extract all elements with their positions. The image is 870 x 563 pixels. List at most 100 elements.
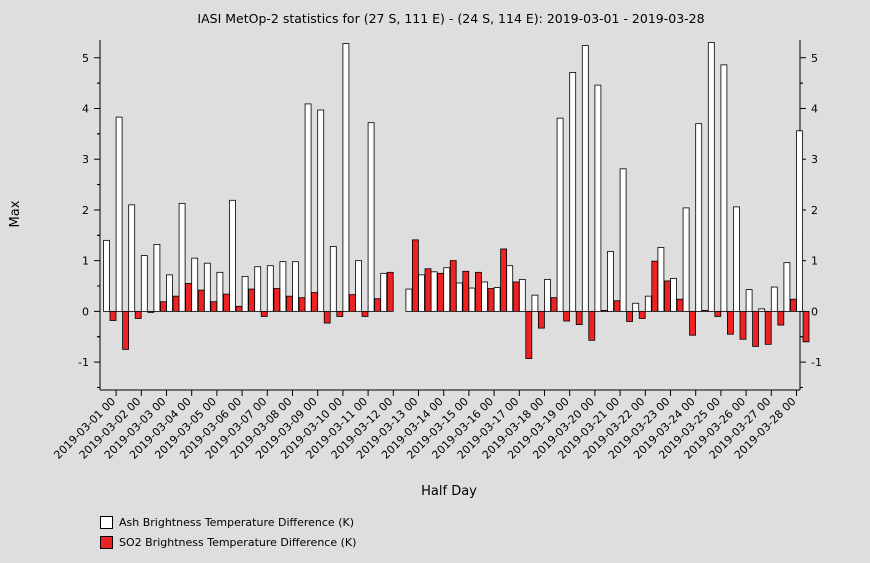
so2-bar [197, 289, 205, 312]
so2-bar [764, 310, 772, 345]
ash-bar [178, 202, 186, 312]
so2-bar [411, 239, 419, 312]
so2-bar [285, 295, 293, 312]
ash-bar [443, 267, 451, 312]
ash-bar [279, 261, 287, 312]
so2-bar [601, 309, 608, 312]
y-tick-label-left: 4 [82, 102, 89, 115]
so2-bar [487, 288, 495, 312]
so2-bar [538, 310, 545, 329]
so2-bar [437, 272, 445, 312]
ash-bar [758, 308, 766, 312]
so2-bar [777, 310, 785, 326]
y-tick-label-left: 3 [82, 153, 89, 166]
ash-bar [707, 42, 715, 312]
chart-title: IASI MetOp-2 statistics for (27 S, 111 E… [197, 11, 704, 26]
so2-bar [235, 305, 243, 312]
y-axis-label: Max [8, 200, 23, 227]
ash-bar [518, 279, 526, 312]
so2-bar [689, 310, 696, 336]
so2-bar [386, 271, 394, 312]
so2-bar [210, 301, 218, 312]
x-axis-label: Half Day [421, 484, 477, 499]
ash-bar [745, 289, 753, 312]
so2-bar [260, 310, 268, 317]
ash-bar [632, 302, 640, 312]
ash-bar [607, 251, 614, 312]
so2-bar [500, 248, 508, 312]
legend: Ash Brightness Temperature Difference (K… [100, 512, 356, 552]
ash-bar [493, 287, 501, 312]
ash-bar [468, 287, 476, 312]
so2-bar [222, 293, 230, 312]
y-tick-label-left: 2 [82, 204, 89, 217]
ash-swatch [100, 515, 113, 529]
legend-label-ash: Ash Brightness Temperature Difference (K… [119, 515, 354, 529]
ash-bar [203, 262, 211, 312]
ash-bar [292, 261, 299, 312]
ash-bar [569, 72, 577, 312]
ash-bar [266, 265, 274, 312]
ash-bar [481, 281, 488, 312]
so2-bar [626, 310, 633, 322]
so2-bar [676, 298, 684, 312]
ash-bar [342, 43, 350, 312]
so2-bar [298, 297, 306, 312]
ash-bar [128, 204, 136, 312]
ash-bar [355, 260, 362, 312]
so2-bar [802, 310, 810, 343]
ash-bar [418, 274, 425, 312]
y-tick-label-right: 5 [811, 52, 818, 65]
y-tick-label-right: 4 [811, 102, 818, 115]
legend-item-so2: SO2 Brightness Temperature Difference (K… [100, 532, 356, 552]
so2-bar [147, 310, 155, 313]
so2-bar [638, 310, 646, 319]
ash-bar [241, 275, 249, 312]
ash-bar [430, 271, 438, 312]
ash-bar [506, 265, 514, 312]
ash-bar [115, 116, 123, 312]
ash-bar [682, 207, 690, 312]
y-tick-label-right: 0 [811, 305, 818, 318]
ash-bar [153, 244, 161, 312]
ash-bar [544, 279, 551, 312]
legend-label-so2: SO2 Brightness Temperature Difference (K… [119, 535, 357, 549]
so2-bar [361, 310, 369, 317]
y-tick-label-right: 1 [811, 255, 818, 268]
legend-item-ash: Ash Brightness Temperature Difference (K… [100, 512, 356, 532]
so2-bar [159, 301, 167, 312]
so2-bar [613, 300, 621, 312]
so2-bar [109, 310, 117, 321]
so2-bar [374, 298, 382, 312]
ash-bar [556, 117, 564, 312]
so2-bar [248, 288, 256, 312]
so2-bar [588, 310, 596, 341]
so2-bar [739, 310, 747, 340]
y-tick-label-left: 5 [82, 52, 89, 65]
ash-bar [317, 109, 325, 312]
ash-bar [594, 84, 602, 312]
so2-bar [701, 309, 709, 312]
so2-bar [462, 270, 470, 312]
ash-bar [216, 271, 224, 312]
so2-bar [525, 310, 533, 359]
ash-bar [304, 103, 312, 312]
so2-bar [134, 310, 142, 319]
so2-bar [185, 283, 193, 312]
y-tick-label-right: 2 [811, 204, 818, 217]
so2-bar [474, 271, 482, 312]
ash-bar [405, 288, 413, 312]
so2-bar [563, 310, 570, 322]
so2-bar [651, 260, 659, 312]
ash-bar [783, 262, 791, 312]
ash-bar [455, 282, 463, 312]
so2-bar [273, 288, 281, 312]
ash-bar [140, 255, 148, 312]
ash-bar [670, 278, 677, 312]
ash-bar [619, 168, 627, 312]
so2-bar [336, 310, 344, 317]
so2-bar [575, 310, 583, 325]
ash-bar [191, 257, 199, 312]
